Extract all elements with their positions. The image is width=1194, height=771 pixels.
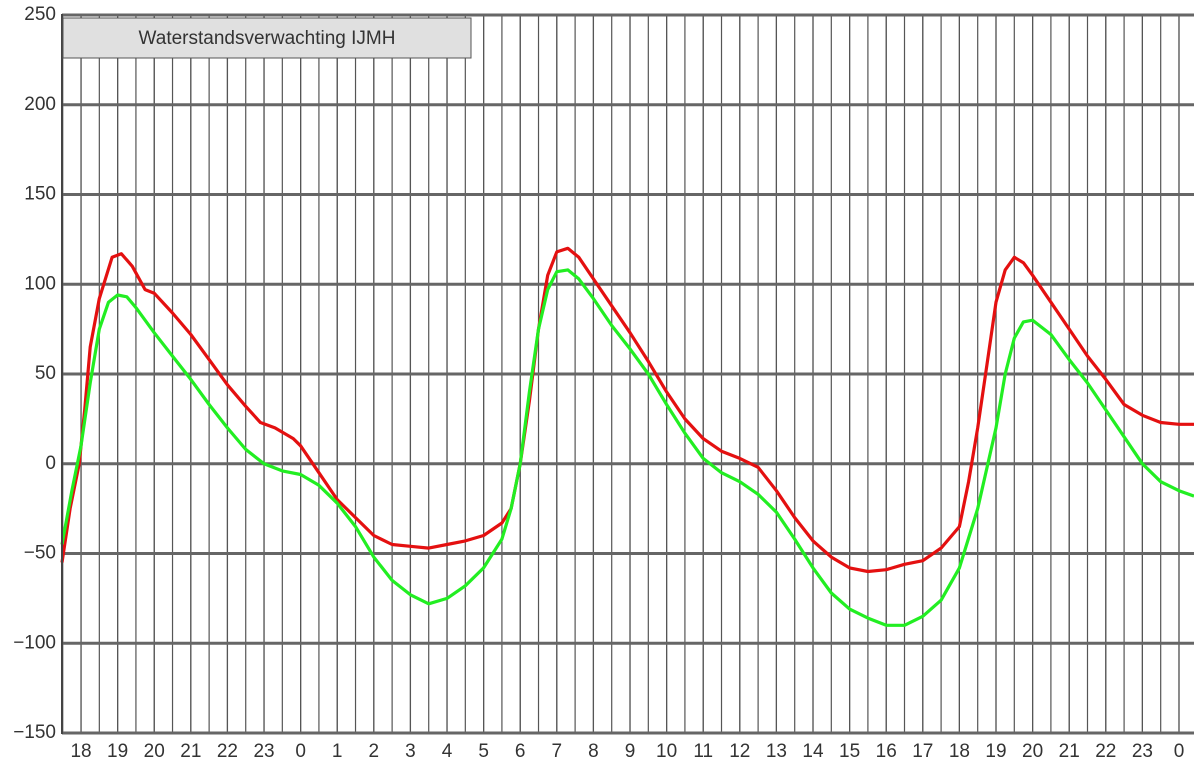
y-tick-label: 250 <box>24 4 56 25</box>
lines <box>60 246 1194 627</box>
x-tick-label: 16 <box>876 741 897 762</box>
x-tick-label: 19 <box>985 741 1006 762</box>
title-box <box>62 17 472 59</box>
x-tick-label: 18 <box>70 741 91 762</box>
x-tick-label: 11 <box>693 741 713 762</box>
y-tick-label: 0 <box>45 453 56 474</box>
x-tick-label: 13 <box>766 741 787 762</box>
x-tick-label: 23 <box>1132 741 1153 762</box>
x-tick-label: 20 <box>144 741 165 762</box>
x-tick-label: 15 <box>839 741 860 762</box>
x-tick-label: 8 <box>588 741 599 762</box>
chart-title: Waterstandsverwachting IJMH <box>139 28 396 49</box>
y-tick-label: −50 <box>24 543 56 564</box>
x-tick-label: 22 <box>1095 741 1116 762</box>
x-tick-label: 0 <box>295 741 306 762</box>
y-tick-label: 50 <box>35 363 56 384</box>
x-tick-label: 12 <box>729 741 750 762</box>
series-line <box>60 246 1194 574</box>
x-tick-label: 10 <box>656 741 677 762</box>
y-tick-label: 150 <box>24 184 56 205</box>
series-line <box>60 268 1194 627</box>
y-tick-label: −100 <box>13 632 56 653</box>
grid <box>62 13 1194 735</box>
x-tick-label: 0 <box>1174 741 1185 762</box>
x-tick-label: 2 <box>369 741 380 762</box>
x-tick-label: 22 <box>217 741 238 762</box>
x-tick-label: 6 <box>515 741 526 762</box>
x-tick-label: 4 <box>442 741 453 762</box>
x-tick-label: 14 <box>802 741 824 762</box>
y-tick-label: 100 <box>24 273 56 294</box>
x-tick-label: 17 <box>912 741 933 762</box>
x-tick-label: 5 <box>478 741 489 762</box>
x-tick-label: 23 <box>253 741 274 762</box>
x-tick-label: 21 <box>180 741 201 762</box>
x-tick-label: 9 <box>625 741 636 762</box>
x-tick-label: 20 <box>1022 741 1043 762</box>
x-tick-label: 7 <box>552 741 563 762</box>
y-tick-label: −150 <box>13 722 56 743</box>
x-tick-label: 18 <box>949 741 970 762</box>
x-tick-label: 3 <box>405 741 416 762</box>
x-tick-label: 21 <box>1059 741 1080 762</box>
x-tick-label: 19 <box>107 741 128 762</box>
y-tick-label: 200 <box>24 94 56 115</box>
x-tick-label: 1 <box>332 741 343 762</box>
